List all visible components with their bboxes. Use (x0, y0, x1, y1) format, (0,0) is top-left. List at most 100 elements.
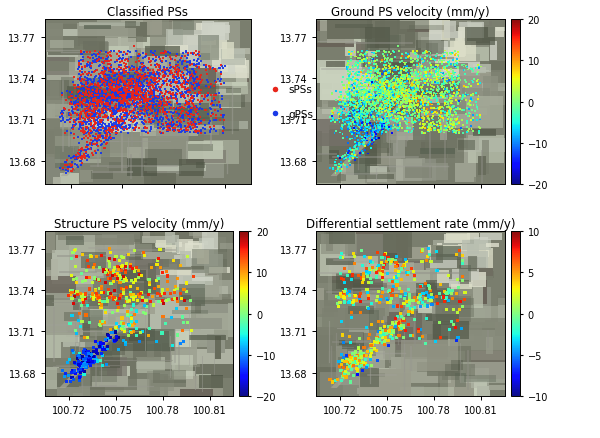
Point (380, 70, 390, 77)
Point (371, 102, 380, 109)
Point (176, 123, 186, 130)
Point (120, 93, 130, 100)
Point (184, 99, 194, 106)
Point (77, 367, 87, 374)
Point (389, 81, 399, 88)
Point (125, 64, 134, 71)
Point (105, 124, 115, 131)
Point (415, 122, 425, 129)
Point (133, 67, 142, 74)
Point (71, 121, 81, 128)
Point (190, 119, 200, 126)
Point (113, 80, 123, 87)
Point (457, 62, 467, 69)
Point (388, 80, 398, 87)
Point (365, 342, 375, 349)
Point (181, 86, 190, 93)
Point (440, 102, 449, 109)
Point (93, 119, 103, 126)
Point (473, 106, 482, 113)
Point (212, 116, 221, 123)
Point (95, 134, 105, 141)
Point (423, 254, 433, 261)
Point (338, 135, 347, 142)
Point (355, 98, 365, 105)
Point (104, 336, 113, 343)
Point (98, 108, 108, 115)
Point (443, 117, 452, 124)
Point (170, 128, 179, 135)
Point (393, 79, 403, 86)
Point (181, 67, 190, 74)
Point (71, 328, 80, 335)
Point (141, 130, 151, 137)
Point (366, 81, 376, 88)
Point (359, 117, 369, 124)
Point (141, 104, 151, 111)
Point (406, 92, 416, 99)
Point (125, 89, 135, 96)
Point (155, 74, 164, 81)
Point (420, 56, 430, 63)
Point (416, 74, 426, 81)
Point (361, 92, 370, 99)
Point (213, 76, 223, 83)
Point (424, 73, 434, 80)
Point (353, 345, 363, 352)
Point (113, 263, 122, 270)
Point (111, 120, 121, 127)
Bar (102, 235, 134, 244)
Point (73, 117, 82, 124)
Point (98, 125, 107, 132)
Point (68, 122, 77, 129)
Point (378, 289, 388, 296)
Point (116, 89, 126, 96)
Point (119, 81, 129, 88)
Point (153, 94, 163, 101)
Point (118, 80, 128, 87)
Point (395, 120, 405, 127)
Point (173, 80, 183, 87)
Point (416, 65, 426, 72)
Point (118, 109, 128, 116)
Point (185, 297, 195, 304)
Point (382, 100, 392, 107)
Point (343, 120, 352, 127)
Point (155, 84, 164, 91)
Point (73, 164, 83, 171)
Point (101, 336, 110, 343)
Point (189, 96, 199, 103)
Point (457, 125, 466, 132)
Bar (58, 231, 83, 240)
Point (140, 124, 149, 131)
Point (364, 305, 374, 312)
Bar (172, 99, 212, 104)
Point (75, 77, 85, 84)
Point (401, 65, 410, 72)
Point (68, 106, 77, 113)
Point (158, 290, 167, 297)
Bar (461, 251, 488, 268)
Point (394, 117, 404, 124)
Point (377, 58, 387, 65)
Point (357, 57, 367, 64)
Point (361, 132, 371, 139)
Point (472, 102, 481, 110)
Point (446, 100, 456, 107)
Point (397, 110, 407, 117)
Bar (345, 294, 400, 312)
Point (439, 92, 449, 99)
Point (89, 109, 99, 116)
Point (117, 74, 127, 81)
Point (176, 73, 185, 80)
Point (440, 86, 449, 93)
Point (122, 123, 131, 130)
Point (74, 350, 84, 357)
Point (371, 124, 380, 131)
Point (454, 99, 463, 106)
Point (94, 63, 104, 70)
Point (452, 107, 462, 114)
Point (396, 84, 406, 91)
Point (328, 166, 338, 173)
Point (444, 89, 454, 96)
